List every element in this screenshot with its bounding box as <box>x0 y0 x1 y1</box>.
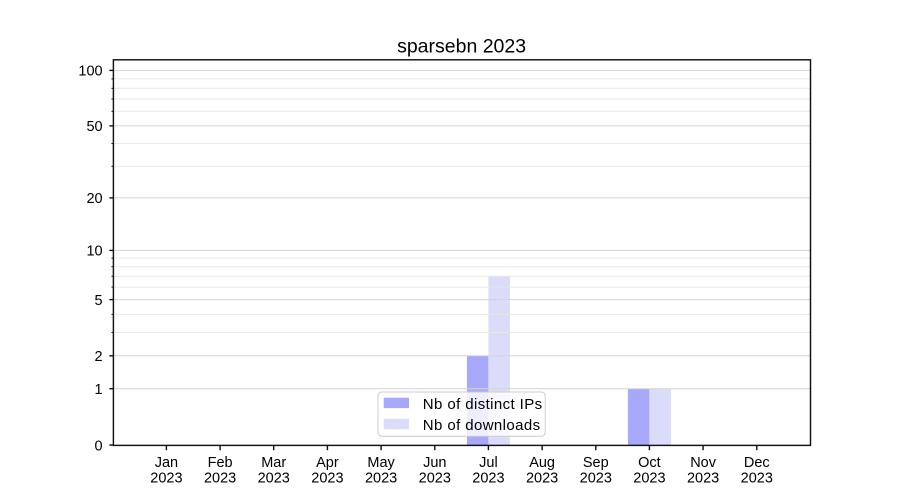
svg-text:2023: 2023 <box>150 470 182 486</box>
svg-text:Apr: Apr <box>316 455 339 471</box>
svg-text:Feb: Feb <box>208 455 233 471</box>
svg-text:5: 5 <box>95 293 103 309</box>
svg-text:Nov: Nov <box>690 455 717 471</box>
svg-text:0: 0 <box>95 438 103 454</box>
svg-text:2023: 2023 <box>741 470 773 486</box>
svg-text:Dec: Dec <box>744 455 770 471</box>
svg-text:20: 20 <box>86 191 102 207</box>
svg-text:10: 10 <box>86 244 102 260</box>
svg-text:Nb of downloads: Nb of downloads <box>423 417 541 434</box>
svg-text:Nb of distinct IPs: Nb of distinct IPs <box>423 396 543 413</box>
svg-text:2023: 2023 <box>204 470 236 486</box>
svg-text:2023: 2023 <box>633 470 665 486</box>
svg-text:Mar: Mar <box>261 455 286 471</box>
svg-text:2023: 2023 <box>419 470 451 486</box>
svg-text:May: May <box>367 455 395 471</box>
svg-text:2023: 2023 <box>526 470 558 486</box>
svg-text:2023: 2023 <box>687 470 719 486</box>
svg-text:50: 50 <box>86 119 102 135</box>
svg-text:2023: 2023 <box>258 470 290 486</box>
svg-text:Jan: Jan <box>155 455 178 471</box>
svg-text:2: 2 <box>95 349 103 365</box>
svg-text:Sep: Sep <box>583 455 609 471</box>
svg-text:1: 1 <box>95 382 103 398</box>
svg-text:2023: 2023 <box>311 470 343 486</box>
svg-text:2023: 2023 <box>365 470 397 486</box>
svg-text:Oct: Oct <box>638 455 661 471</box>
svg-text:2023: 2023 <box>472 470 504 486</box>
svg-text:100: 100 <box>78 64 102 80</box>
svg-text:Jul: Jul <box>479 455 498 471</box>
svg-text:Aug: Aug <box>529 455 555 471</box>
svg-text:sparsebn 2023: sparsebn 2023 <box>397 35 526 57</box>
svg-text:2023: 2023 <box>580 470 612 486</box>
svg-text:Jun: Jun <box>423 455 446 471</box>
